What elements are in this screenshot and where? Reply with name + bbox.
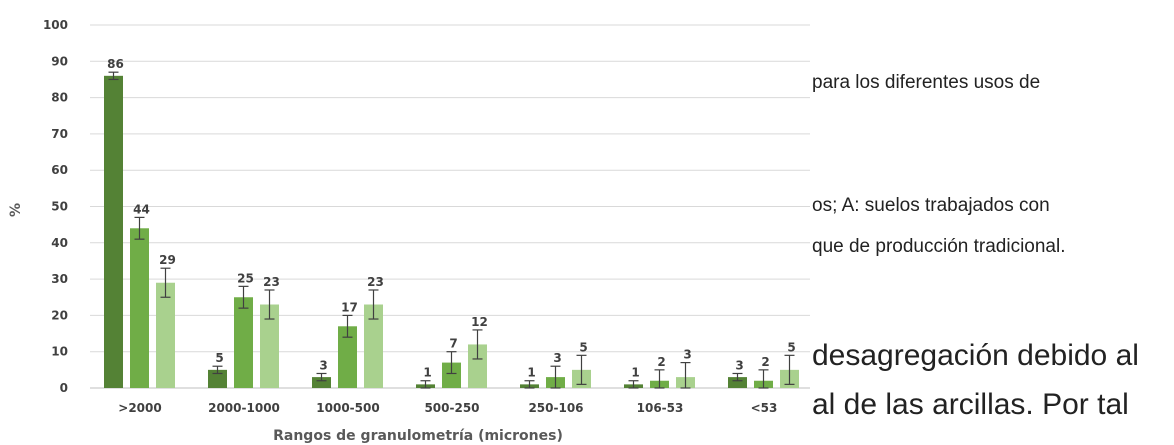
data-label: 5 xyxy=(579,340,587,354)
bar xyxy=(728,377,747,388)
bar xyxy=(104,75,123,388)
data-label: 12 xyxy=(471,315,488,329)
data-label: 2 xyxy=(657,355,665,369)
y-tick-label: 100 xyxy=(43,18,68,32)
x-category-label: 2000-1000 xyxy=(208,401,280,415)
bar xyxy=(156,282,175,388)
y-tick-label: 20 xyxy=(51,308,68,322)
data-label: 2 xyxy=(761,355,769,369)
y-tick-label: 60 xyxy=(51,163,68,177)
y-axis-title: % xyxy=(8,203,24,217)
data-label: 1 xyxy=(527,366,535,380)
bar xyxy=(130,228,149,388)
data-label: 23 xyxy=(367,275,384,289)
data-label: 3 xyxy=(683,348,691,362)
data-label: 17 xyxy=(341,300,358,314)
bar xyxy=(260,304,279,388)
y-tick-label: 40 xyxy=(51,236,68,250)
bar xyxy=(338,326,357,388)
x-category-label: 106-53 xyxy=(637,401,684,415)
bar xyxy=(442,362,461,388)
x-category-label: 500-250 xyxy=(424,401,479,415)
data-label: 23 xyxy=(263,275,280,289)
data-label: 5 xyxy=(787,340,795,354)
x-category-label: <53 xyxy=(751,401,778,415)
y-tick-label: 0 xyxy=(60,381,68,395)
data-label: 44 xyxy=(133,202,150,216)
x-category-label: 250-106 xyxy=(528,401,583,415)
bar xyxy=(234,297,253,388)
bar xyxy=(312,377,331,388)
x-axis-title: Rangos de granulometría (micrones) xyxy=(273,428,563,444)
data-label: 7 xyxy=(449,337,457,351)
data-label: 3 xyxy=(553,351,561,365)
data-label: 3 xyxy=(319,358,327,372)
y-tick-label: 30 xyxy=(51,272,68,286)
data-label: 1 xyxy=(631,366,639,380)
x-category-label: >2000 xyxy=(118,401,161,415)
bar xyxy=(468,344,487,388)
data-label: 3 xyxy=(735,358,743,372)
document-text-line-3: que de producción tradicional. xyxy=(812,236,1066,257)
bar xyxy=(208,369,227,388)
document-text-line-4: desagregación debido al xyxy=(812,339,1139,372)
data-label: 29 xyxy=(159,253,176,267)
y-tick-label: 50 xyxy=(51,200,68,214)
data-label: 5 xyxy=(215,351,223,365)
x-category-label: 1000-500 xyxy=(316,401,379,415)
bar xyxy=(364,304,383,388)
data-label: 1 xyxy=(423,366,431,380)
error-bars xyxy=(108,71,795,389)
document-text-line-2: os; A: suelos trabajados con xyxy=(812,195,1050,216)
data-label: 86 xyxy=(107,57,124,71)
document-text-line-1: para los diferentes usos de xyxy=(812,72,1041,93)
document-text-line-5: al de las arcillas. Por tal xyxy=(812,388,1129,421)
y-tick-label: 10 xyxy=(51,345,68,359)
y-axis-ticks: 0 10 20 30 40 50 60 70 80 90 100 xyxy=(43,18,68,395)
y-tick-label: 70 xyxy=(51,127,68,141)
x-axis-categories: >2000 2000-1000 1000-500 500-250 250-106 106-… xyxy=(118,401,777,415)
data-label: 25 xyxy=(237,271,254,285)
gridlines xyxy=(90,24,810,389)
y-tick-label: 80 xyxy=(51,91,68,105)
y-tick-label: 90 xyxy=(51,54,68,68)
